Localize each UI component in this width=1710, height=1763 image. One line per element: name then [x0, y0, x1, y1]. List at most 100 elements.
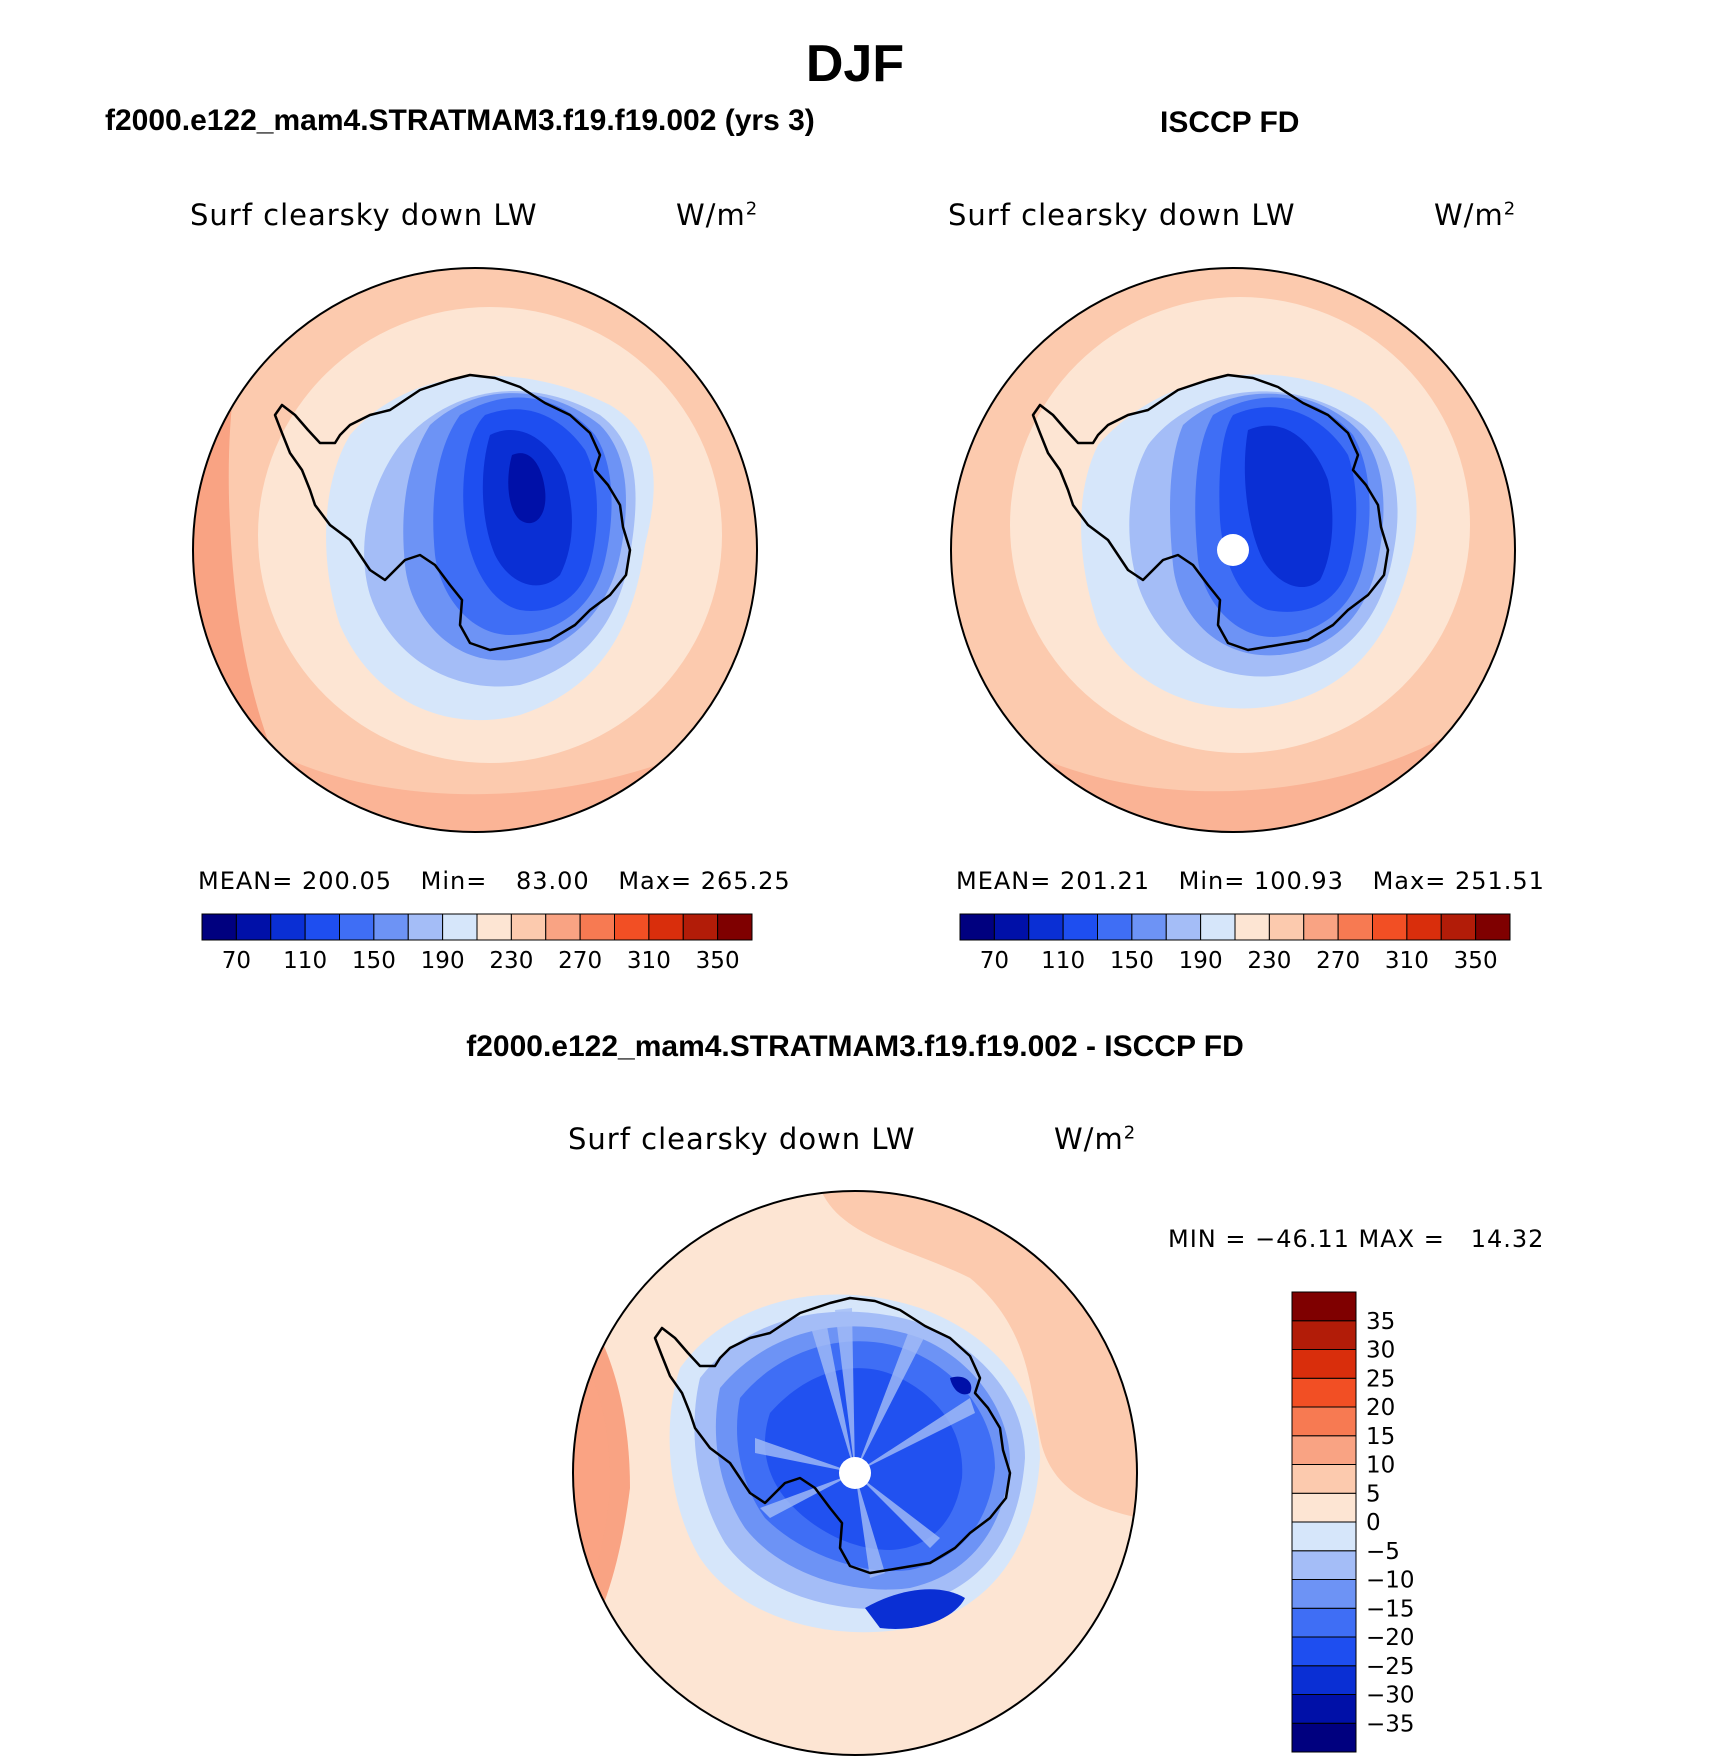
colorbar-box [1234, 913, 1270, 941]
map-boundary [950, 267, 1516, 833]
mean-label: MEAN= [198, 867, 294, 895]
max-value: 265.25 [700, 867, 791, 895]
colorbar-box [1291, 1377, 1357, 1408]
units-exponent: 2 [1503, 198, 1517, 220]
colorbar-box [1406, 913, 1442, 941]
colorbar-box [1475, 913, 1511, 941]
colorbar-box [614, 913, 650, 941]
colorbar-tick-label: 70 [980, 948, 1009, 974]
antarctica-coastline [653, 1296, 1012, 1575]
colorbar-box [1291, 1320, 1357, 1350]
colorbar-box [579, 913, 615, 941]
colorbar-tick-label: 15 [1366, 1424, 1395, 1450]
colorbar-box [648, 913, 684, 941]
page-title: DJF [805, 35, 905, 93]
colorbar-box [1303, 913, 1339, 941]
panel-3-title: f2000.e122_mam4.STRATMAM3.f19.f19.002 - … [466, 1030, 1244, 1063]
colorbar-tick-label: 5 [1366, 1481, 1381, 1507]
colorbar-box [959, 913, 995, 941]
colorbar-box [1337, 913, 1373, 941]
colorbar-box [1291, 1550, 1357, 1580]
min-label: Min= [420, 867, 488, 895]
colorbar-box [270, 913, 306, 941]
colorbar-tick-label: 190 [1179, 948, 1223, 974]
colorbar-tick-label: 30 [1366, 1338, 1395, 1364]
colorbar-tick-label: 350 [1454, 948, 1498, 974]
colorbar-tick-label: 150 [1110, 948, 1154, 974]
colorbar-box [993, 913, 1030, 941]
mean-label: MEAN= [956, 867, 1052, 895]
zone-diff-5 [865, 1589, 965, 1629]
colorbar-tick-label: 10 [1366, 1453, 1395, 1479]
units-exponent: 2 [745, 198, 759, 220]
zone-diff-4 [765, 1368, 963, 1550]
max-value: 251.51 [1454, 867, 1545, 895]
panel-2-title: ISCCP FD [1160, 106, 1300, 139]
panel-3-map [572, 1190, 1138, 1756]
colorbar-box [1291, 1435, 1357, 1465]
panel-3-units: W/m2 [1054, 1122, 1136, 1156]
colorbar-box [1291, 1492, 1357, 1523]
colorbar-box [1291, 1607, 1357, 1638]
colorbar-tick-label: 350 [696, 948, 740, 974]
colorbar-tick-label: −30 [1366, 1683, 1415, 1709]
colorbar-tick-label: 20 [1366, 1395, 1395, 1421]
panel-2-colorbar: 70 110 150 190 230 270 310 350 [959, 913, 1511, 974]
colorbar-tick-label: 110 [1041, 948, 1085, 974]
colorbar-tick-label: 70 [222, 948, 251, 974]
map-boundary [192, 267, 758, 833]
colorbar-box [1131, 913, 1167, 941]
colorbar-tick-label: 310 [1385, 948, 1429, 974]
colorbar-box [1291, 1464, 1357, 1494]
colorbar-box [373, 913, 409, 941]
colorbar-tick-label: 150 [352, 948, 396, 974]
panel-3-variable-label: Surf clearsky down LW [568, 1122, 916, 1156]
colorbar-box [682, 913, 719, 941]
colorbar-box [339, 913, 375, 941]
colorbar-box [442, 913, 478, 941]
min-value: 100.93 [1253, 867, 1344, 895]
colorbar-box [407, 913, 444, 941]
colorbar-tick-label: 35 [1366, 1309, 1395, 1335]
colorbar-box [717, 913, 753, 941]
colorbar-box [1268, 913, 1305, 941]
colorbar-box [1291, 1521, 1357, 1552]
pole-hole [839, 1457, 871, 1489]
colorbar-box [1372, 913, 1408, 941]
zone-plateau-6 [508, 453, 546, 524]
zone-diff-rays [755, 1308, 975, 1578]
zone-plateau-5 [1244, 425, 1333, 588]
colorbar-box [1291, 1291, 1357, 1322]
panel-1-title: f2000.e122_mam4.STRATMAM3.f19.f19.002 (y… [105, 104, 815, 137]
units-base: W/m [1054, 1122, 1124, 1156]
panel-2-units: W/m2 [1434, 198, 1516, 232]
colorbar-tick-label: −10 [1366, 1568, 1415, 1594]
colorbar-box [1291, 1406, 1357, 1437]
colorbar-box [545, 913, 581, 941]
min-value: 83.00 [515, 867, 590, 895]
colorbar-box [1291, 1722, 1357, 1753]
colorbar-box [510, 913, 547, 941]
colorbar-box [304, 913, 340, 941]
colorbar-tick-label: 270 [1316, 948, 1360, 974]
colorbar-box [235, 913, 272, 941]
colorbar-tick-label: −35 [1366, 1711, 1415, 1737]
max-label: Max= [1372, 867, 1447, 895]
panel-2-variable-label: Surf clearsky down LW [948, 198, 1296, 232]
colorbar-box [1028, 913, 1064, 941]
colorbar-tick-label: 230 [1247, 948, 1291, 974]
colorbar-box [476, 913, 512, 941]
colorbar-tick-label: −15 [1366, 1596, 1415, 1622]
antarctica-coastline [273, 373, 632, 652]
panel-1-colorbar: 70 110 150 190 230 270 310 350 [201, 913, 753, 974]
map-boundary [572, 1190, 1138, 1756]
pole-hole [1217, 534, 1249, 566]
colorbar-tick-label: −5 [1366, 1539, 1400, 1565]
colorbar-box [1165, 913, 1202, 941]
colorbar-tick-label: 310 [627, 948, 671, 974]
units-exponent: 2 [1123, 1122, 1137, 1144]
panel-1-variable-label: Surf clearsky down LW [190, 198, 538, 232]
panel-2-map [950, 267, 1516, 833]
colorbar-box [1291, 1665, 1357, 1695]
units-base: W/m [1434, 198, 1504, 232]
